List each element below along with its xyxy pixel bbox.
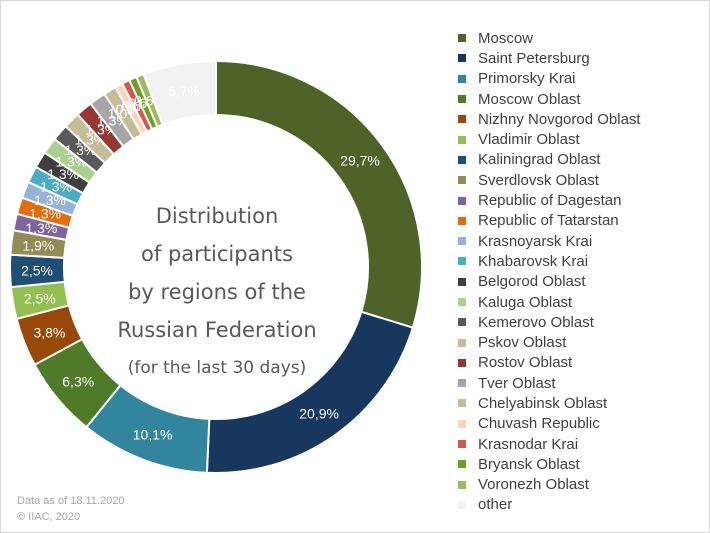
slice-value-label: 5,7%: [168, 83, 200, 99]
legend-label: Primorsky Krai: [478, 70, 576, 88]
slice-value-label: 1,9%: [22, 238, 54, 254]
legend-item: Saint Petersburg: [458, 48, 641, 68]
slice-value-label: 29,7%: [340, 153, 380, 169]
legend-item: Chelyabinsk Oblast: [458, 393, 641, 413]
legend-swatch: [458, 237, 466, 246]
copyright-note: © IIAC, 2020: [17, 511, 81, 523]
donut-slice: [215, 59, 423, 329]
legend-item: Kaluga Oblast: [458, 292, 641, 312]
legend-swatch: [458, 358, 466, 367]
slice-value-label: 3,8%: [33, 324, 65, 340]
legend-label: Belgorod Oblast: [478, 273, 586, 291]
chart-legend: Moscow Saint Petersburg Primorsky Krai Mosc…: [458, 28, 641, 515]
legend-label: Nizhny Novgorod Oblast: [478, 110, 641, 128]
legend-swatch: [458, 379, 466, 388]
slice-value-label: 10,1%: [133, 426, 173, 442]
title-line: by regions of the: [128, 280, 306, 304]
legend-label: other: [478, 496, 513, 514]
legend-swatch: [458, 298, 466, 306]
legend-label: Chuvash Republic: [478, 415, 600, 433]
legend-label: Tver Oblast: [478, 374, 556, 392]
slice-value-label: 20,9%: [299, 405, 339, 421]
legend-label: Chelyabinsk Oblast: [478, 394, 608, 412]
slice-value-label: 1,3%: [25, 220, 57, 236]
legend-swatch: [458, 176, 466, 185]
legend-swatch: [458, 216, 466, 225]
slice-value-label: 2,5%: [21, 262, 53, 278]
legend-label: Krasnodar Krai: [478, 435, 579, 453]
legend-label: Kemerovo Oblast: [478, 313, 594, 331]
legend-swatch: [458, 338, 466, 347]
legend-swatch: [458, 54, 466, 63]
legend-item: Krasnoyarsk Krai: [458, 231, 641, 251]
legend-item: Rostov Oblast: [458, 353, 641, 373]
legend-swatch: [458, 95, 466, 104]
title-line: Russian Federation: [117, 318, 317, 342]
legend-label: Bryansk Oblast: [478, 455, 580, 473]
slice-value-label: 2,5%: [24, 290, 56, 306]
legend-label: Sverdlovsk Oblast: [478, 171, 599, 189]
legend-item: Kaliningrad Oblast: [458, 150, 641, 170]
legend-swatch: [458, 115, 466, 124]
legend-swatch: [458, 34, 466, 43]
footnote: Data as of 18.11.2020 © IIAC, 2020: [17, 493, 124, 525]
legend-label: Moscow Oblast: [478, 90, 581, 108]
legend-label: Republic of Dagestan: [478, 192, 622, 210]
legend-swatch: [458, 74, 466, 83]
legend-label: Saint Petersburg: [478, 49, 590, 67]
legend-label: Moscow: [478, 29, 534, 47]
legend-item: Pskov Oblast: [458, 332, 641, 352]
legend-swatch: [458, 257, 466, 266]
legend-swatch: [458, 135, 466, 144]
legend-item: Chuvash Republic: [458, 414, 641, 434]
legend-swatch: [458, 196, 466, 205]
legend-label: Kaluga Oblast: [478, 293, 573, 311]
title-line: of participants: [141, 242, 293, 266]
legend-item: Kemerovo Oblast: [458, 312, 641, 332]
legend-swatch: [458, 440, 466, 449]
legend-swatch: [458, 155, 466, 164]
legend-swatch: [458, 460, 466, 469]
legend-item: Krasnodar Krai: [458, 434, 641, 454]
legend-swatch: [458, 277, 466, 286]
title-line: Distribution: [155, 204, 279, 228]
donut-slice: [142, 59, 217, 126]
legend-item: Tver Oblast: [458, 373, 641, 393]
data-date-note: Data as of 18.11.2020: [17, 495, 125, 507]
legend-label: Vladimir Oblast: [478, 131, 580, 149]
legend-label: Voronezh Oblast: [478, 476, 589, 494]
legend-swatch: [458, 500, 466, 509]
legend-label: Rostov Oblast: [478, 354, 573, 372]
legend-item: other: [458, 495, 641, 515]
legend-label: Republic of Tatarstan: [478, 212, 619, 230]
legend-swatch: [458, 480, 466, 489]
legend-label: Khabarovsk Krai: [478, 252, 589, 270]
legend-item: Bryansk Oblast: [458, 454, 641, 474]
legend-item: Vladimir Oblast: [458, 129, 641, 149]
slice-value-label: 6,3%: [62, 373, 94, 389]
legend-swatch: [458, 318, 466, 327]
legend-item: Republic of Tatarstan: [458, 211, 641, 231]
legend-label: Pskov Oblast: [478, 334, 567, 352]
legend-item: Sverdlovsk Oblast: [458, 170, 641, 190]
legend-label: Kaliningrad Oblast: [478, 151, 601, 169]
legend-item: Republic of Dagestan: [458, 190, 641, 210]
legend-item: Voronezh Oblast: [458, 475, 641, 495]
legend-item: Primorsky Krai: [458, 69, 641, 89]
legend-swatch: [458, 419, 466, 428]
legend-item: Nizhny Novgorod Oblast: [458, 109, 641, 129]
legend-item: Moscow Oblast: [458, 89, 641, 109]
chart-title: Distribution of participants by regions …: [105, 197, 329, 387]
legend-swatch: [458, 399, 466, 408]
legend-item: Moscow: [458, 28, 641, 48]
legend-item: Khabarovsk Krai: [458, 251, 641, 271]
legend-item: Belgorod Oblast: [458, 272, 641, 292]
legend-label: Krasnoyarsk Krai: [478, 232, 593, 250]
chart-subtitle: (for the last 30 days): [127, 358, 307, 378]
